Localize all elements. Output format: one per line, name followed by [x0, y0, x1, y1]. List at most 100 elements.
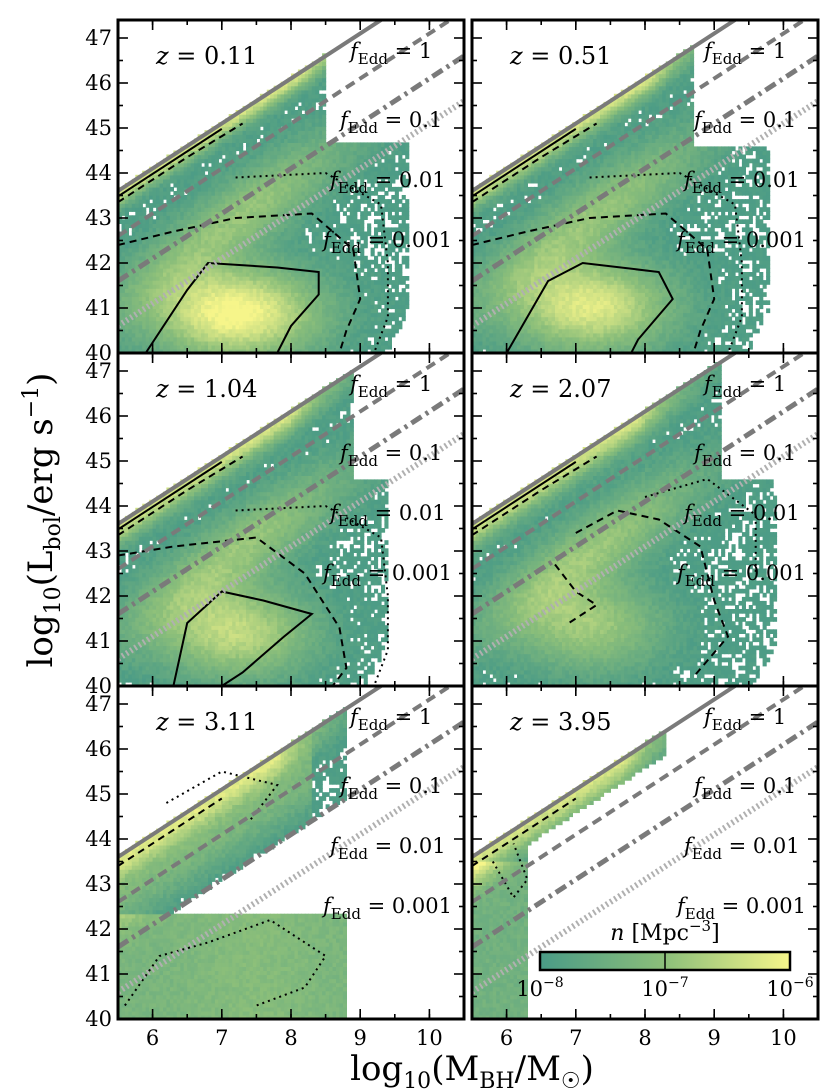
heatmap-cell: [149, 170, 154, 176]
heatmap-cell: [190, 348, 195, 353]
heatmap-cell: [124, 320, 129, 326]
heatmap-cell: [332, 288, 337, 293]
heatmap-cell: [370, 178, 375, 184]
heatmap-cell: [332, 280, 337, 285]
heatmap-cell: [329, 146, 334, 152]
heatmap-cell: [315, 138, 320, 143]
heatmap-cell: [218, 255, 223, 261]
heatmap-cell: [315, 316, 320, 322]
heatmap-cell: [145, 324, 150, 330]
heatmap-cell: [228, 304, 233, 310]
heatmap-cell: [322, 304, 327, 310]
heatmap-cell: [131, 259, 136, 265]
heatmap-cell: [311, 101, 316, 107]
heatmap-cell: [187, 195, 192, 200]
heatmap-cell: [180, 276, 185, 281]
heatmap-cell: [208, 166, 213, 172]
heatmap-cell: [492, 332, 497, 338]
heatmap-cell: [190, 154, 195, 160]
heatmap-cell: [249, 170, 254, 176]
heatmap-cell: [478, 239, 483, 245]
heatmap-cell: [152, 272, 157, 277]
heatmap-cell: [332, 348, 337, 353]
heatmap-cell: [394, 219, 399, 224]
heatmap-cell: [173, 199, 178, 204]
heatmap-cell: [370, 308, 375, 314]
heatmap-cell: [367, 332, 372, 338]
heatmap-cell: [391, 247, 396, 253]
heatmap-cell: [374, 296, 379, 301]
heatmap-cell: [342, 162, 347, 168]
heatmap-cell: [270, 158, 275, 164]
heatmap-cell: [280, 288, 285, 293]
heatmap-cell: [304, 308, 309, 314]
heatmap-cell: [180, 154, 185, 160]
heatmap-cell: [242, 138, 247, 143]
heatmap-cell: [356, 276, 361, 281]
heatmap-cell: [492, 324, 497, 330]
heatmap-cell: [353, 247, 358, 253]
heatmap-cell: [322, 182, 327, 188]
heatmap-cell: [259, 110, 264, 115]
heatmap-cell: [478, 195, 483, 200]
heatmap-cell: [180, 312, 185, 318]
heatmap-cell: [169, 292, 174, 297]
heatmap-cell: [297, 328, 302, 334]
heatmap-cell: [384, 320, 389, 326]
heatmap-cell: [176, 324, 181, 330]
heatmap-cell: [252, 118, 257, 123]
heatmap-cell: [405, 150, 410, 156]
heatmap-cell: [131, 272, 136, 277]
heatmap-cell: [270, 195, 275, 200]
heatmap-cell: [280, 247, 285, 253]
heatmap-cell: [482, 243, 487, 249]
heatmap-cell: [291, 235, 296, 241]
heatmap-cell: [266, 118, 271, 123]
heatmap-cell: [311, 122, 316, 127]
heatmap-cell: [405, 162, 410, 168]
heatmap-cell: [183, 348, 188, 353]
heatmap-cell: [138, 308, 143, 314]
heatmap-cell: [266, 324, 271, 330]
heatmap-cell: [284, 231, 289, 237]
heatmap-cell: [304, 134, 309, 139]
heatmap-cell: [506, 178, 511, 184]
heatmap-cell: [401, 308, 406, 314]
heatmap-cell: [291, 195, 296, 200]
heatmap-cell: [273, 328, 278, 334]
heatmap-cell: [336, 267, 341, 273]
heatmap-cell: [291, 101, 296, 107]
heatmap-cell: [377, 166, 382, 172]
heatmap-cell: [263, 316, 268, 322]
heatmap-cell: [367, 227, 372, 233]
heatmap-cell: [228, 182, 233, 188]
heatmap-cell: [367, 166, 372, 172]
heatmap-cell: [394, 215, 399, 220]
heatmap-cell: [294, 320, 299, 326]
heatmap-cell: [482, 316, 487, 322]
heatmap-cell: [322, 336, 327, 342]
heatmap-cell: [163, 166, 168, 172]
heatmap-cell: [478, 263, 483, 269]
heatmap-cell: [266, 280, 271, 285]
heatmap-cell: [284, 267, 289, 273]
heatmap-cell: [405, 182, 410, 188]
heatmap-cell: [225, 130, 230, 135]
heatmap-cell: [124, 223, 129, 229]
heatmap-cell: [503, 272, 508, 277]
heatmap-cell: [315, 251, 320, 257]
heatmap-cell: [311, 280, 316, 285]
heatmap-cell: [301, 296, 306, 301]
heatmap-cell: [280, 276, 285, 281]
heatmap-cell: [301, 195, 306, 200]
heatmap-cell: [499, 207, 504, 212]
heatmap-cell: [249, 114, 254, 119]
heatmap-cell: [256, 320, 261, 326]
heatmap-cell: [128, 300, 133, 305]
heatmap-cell: [204, 158, 209, 164]
heatmap-cell: [287, 97, 292, 103]
heatmap-cell: [197, 344, 202, 350]
heatmap-cell: [159, 292, 164, 297]
heatmap-cell: [370, 292, 375, 297]
